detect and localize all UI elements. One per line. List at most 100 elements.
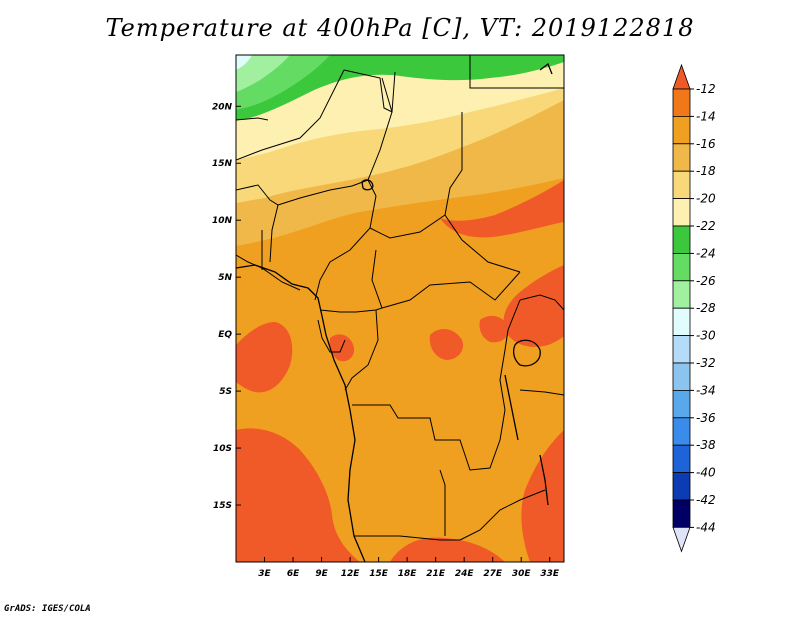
lon-tick-label: 15E (369, 569, 389, 579)
field-warm-patch-central (429, 328, 464, 360)
border-niger-nigeria (277, 179, 369, 206)
colorbar-label: -16 (696, 137, 716, 151)
colorbar-label: -32 (696, 356, 716, 370)
lon-tick-label: 33E (540, 569, 560, 579)
border-congo-drc (344, 309, 379, 391)
nile-coast (539, 62, 553, 75)
lat-tick-label: 15N (212, 159, 233, 169)
colorbar-label: -24 (696, 246, 716, 260)
lat-tick-label: 10S (213, 444, 232, 454)
grads-credit: GrADS: IGES/COLA (4, 604, 91, 614)
border-chad-car (369, 214, 446, 239)
border-burkina (236, 184, 279, 263)
lake-chad (361, 179, 374, 191)
lon-tick-label: 9E (315, 569, 328, 579)
lat-tick-label: 5N (218, 273, 232, 283)
colorbar-label: -44 (696, 520, 716, 534)
border-mali-mauritania (236, 117, 269, 121)
border-drc-angola (352, 404, 506, 471)
field-level-22-24 (236, 55, 564, 120)
border-east-africa (519, 294, 564, 311)
map-frame (235, 54, 565, 563)
field-warm-patch-south (390, 537, 505, 562)
border-zambia-south (459, 489, 546, 541)
lon-tick-label: 12E (341, 569, 361, 579)
colorbar-box (672, 472, 691, 501)
lon-tick-label: 27E (483, 569, 503, 579)
lake-tanganyika (504, 374, 519, 441)
colorbar-box (672, 444, 691, 474)
field-warm-patch-southwest (236, 428, 360, 562)
colorbar-label: -40 (696, 466, 716, 480)
lake-malawi (539, 454, 549, 506)
colorbar-label: -22 (696, 219, 716, 233)
border-cameroon-congo (319, 307, 383, 313)
colorbar-label: -14 (696, 109, 716, 123)
colorbar-label: -20 (696, 192, 716, 206)
lon-tick-label: 3E (258, 569, 271, 579)
colorbar-box (672, 335, 691, 364)
field-level-26-28 (236, 55, 290, 92)
border-tanzania (519, 389, 564, 396)
lon-tick-label: 6E (287, 569, 300, 579)
border-nigeria-cameroon (314, 195, 377, 301)
colorbar: -12 -14 -16 -18 -20 -22 -24 -26 -28 -30 -32 -34 -36 -… (672, 63, 716, 553)
border-mali-niger (236, 69, 345, 161)
axis-ticks: 3E 6E 9E 12E 15E 18E 21E 24E 27E 30E 33E 20N 15N 10N 5… (212, 102, 560, 579)
colorbar-box (672, 252, 691, 282)
colorbar-label: -28 (696, 301, 716, 315)
border-niger-chad (367, 77, 393, 197)
colorbar-box (672, 88, 691, 117)
border-gabon (317, 319, 346, 353)
lat-tick-label: 20N (212, 102, 233, 112)
field-warm-patch-west (236, 322, 293, 393)
lon-tick-label: 24E (455, 569, 475, 579)
colorbar-box (672, 417, 691, 446)
field-warm-patch-southeast (521, 430, 564, 562)
lon-tick-label: 18E (398, 569, 418, 579)
colorbar-box (672, 116, 691, 145)
coast-gulf-of-guinea (236, 264, 366, 562)
coastlines (236, 62, 553, 562)
lon-tick-label: 21E (426, 569, 446, 579)
border-drc-east (499, 299, 521, 411)
colorbar-bottom-arrow (672, 527, 691, 553)
colorbar-label: -26 (696, 274, 716, 288)
colorbar-box (672, 225, 691, 254)
border-car-drc (371, 249, 521, 309)
lon-tick-label: 30E (512, 569, 532, 579)
colorbar-label: -18 (696, 164, 716, 178)
colorbar-label: -34 (696, 383, 716, 397)
colorbar-label: -42 (696, 493, 716, 507)
colorbar-label: -12 (696, 82, 716, 96)
map-title: Temperature at 400hPa [C], VT: 201912281… (105, 14, 695, 42)
colorbar-label: -36 (696, 411, 716, 425)
field-level-28-30 (236, 55, 252, 70)
colorbar-box (672, 307, 691, 337)
colorbar-box (672, 198, 691, 227)
colorbar-box (672, 389, 691, 419)
field-warm-patch-central-2 (479, 315, 509, 343)
temperature-field (236, 55, 564, 562)
border-angola-zambia (439, 469, 446, 536)
country-borders (236, 55, 564, 541)
lake-victoria (513, 339, 541, 367)
colorbar-box (672, 280, 691, 309)
lat-tick-label: 15S (213, 501, 232, 511)
colorbar-label: -30 (696, 329, 716, 343)
colorbar-box (672, 170, 691, 199)
border-algeria-libya (343, 69, 396, 113)
colorbar-box (672, 362, 691, 391)
field-warm-patch-northeast (440, 180, 564, 238)
border-libya-egypt (469, 55, 564, 89)
colorbar-box (672, 143, 691, 172)
lat-tick-label: 10N (212, 216, 233, 226)
lat-tick-label: EQ (218, 330, 232, 340)
colorbar-top-arrow (672, 63, 691, 90)
colorbar-box (672, 499, 691, 528)
border-angola-namibia (354, 535, 460, 541)
lat-tick-label: 5S (219, 387, 232, 397)
colorbar-label: -38 (696, 438, 716, 452)
field-warm-patch-east (503, 265, 564, 347)
